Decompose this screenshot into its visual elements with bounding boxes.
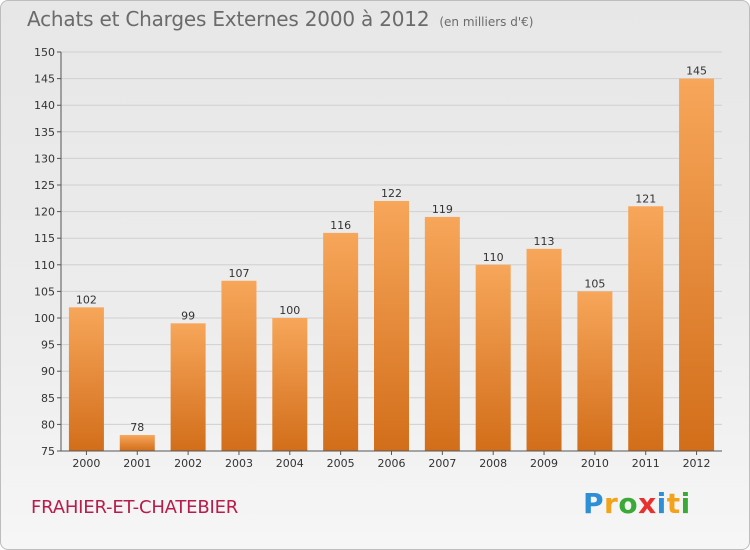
value-label: 105 [584,277,605,290]
logo-letter: o [618,487,639,520]
value-label: 113 [534,235,555,248]
bar [679,78,715,451]
value-label: 110 [483,251,504,264]
bar [272,318,308,451]
x-axis-ticks: 2000 2001 2002 2003 2004 2005 2006 2007 2008 2009… [72,451,711,470]
x-tick-label: 2000 [72,457,100,470]
bar [475,264,511,451]
bar [170,323,206,451]
y-tick-label: 115 [34,232,55,245]
value-label: 100 [279,304,300,317]
x-tick-label: 2003 [225,457,253,470]
value-labels: 102 78 99 107 100 116 122 119 110 113 105 121 145 [76,65,707,434]
value-label: 119 [432,203,453,216]
bar [526,248,562,451]
y-tick-label: 100 [34,312,55,325]
y-tick-label: 145 [34,73,55,86]
logo-letter: P [583,487,605,520]
logo-letter: x [638,487,657,520]
x-tick-label: 2012 [683,457,711,470]
y-tick-label: 75 [41,445,55,458]
bar [424,216,460,451]
y-tick-label: 125 [34,179,55,192]
value-label: 116 [330,219,351,232]
bar [119,435,155,451]
proxiti-logo: Proxiti [583,487,691,520]
y-tick-label: 110 [34,259,55,272]
logo-letter: t [666,487,681,520]
y-tick-label: 150 [34,46,55,59]
x-tick-label: 2007 [428,457,456,470]
logo-letter: i [680,487,691,520]
y-tick-label: 120 [34,206,55,219]
x-tick-label: 2011 [632,457,660,470]
value-label: 121 [635,192,656,205]
value-label: 102 [76,293,97,306]
chart-unit: (en milliers d'€) [439,15,534,29]
logo-letter: r [604,487,619,520]
x-tick-label: 2004 [276,457,304,470]
y-tick-label: 90 [41,365,55,378]
bar [374,200,409,451]
value-label: 145 [686,65,707,78]
value-label: 122 [381,187,402,200]
x-tick-label: 2010 [581,457,609,470]
bar [323,232,359,451]
y-tick-label: 105 [34,285,55,298]
x-tick-label: 2005 [327,457,355,470]
chart-title-text: Achats et Charges Externes 2000 à 2012 [27,7,430,31]
y-axis-ticks: 75 80 85 90 95 100 105 110 115 120 125 130 135 140 145… [34,46,61,458]
x-tick-label: 2001 [123,457,151,470]
y-tick-label: 95 [41,339,55,352]
bars [68,78,715,451]
y-tick-label: 80 [41,418,55,431]
y-tick-label: 135 [34,126,55,139]
value-label: 107 [228,267,249,280]
bar [68,307,104,451]
value-label: 78 [130,421,144,434]
x-tick-label: 2009 [530,457,558,470]
chart-title: Achats et Charges Externes 2000 à 2012 (e… [27,7,533,31]
x-tick-label: 2006 [378,457,406,470]
bar [221,280,257,451]
logo-letter: i [656,487,667,520]
bar [628,206,664,451]
x-tick-label: 2002 [174,457,202,470]
y-tick-label: 130 [34,152,55,165]
commune-name: FRAHIER-ET-CHATEBIER [31,497,239,518]
y-tick-label: 140 [34,99,55,112]
bar [577,291,613,451]
y-tick-label: 85 [41,392,55,405]
x-tick-label: 2008 [479,457,507,470]
axes [60,52,722,452]
value-label: 99 [181,309,195,322]
